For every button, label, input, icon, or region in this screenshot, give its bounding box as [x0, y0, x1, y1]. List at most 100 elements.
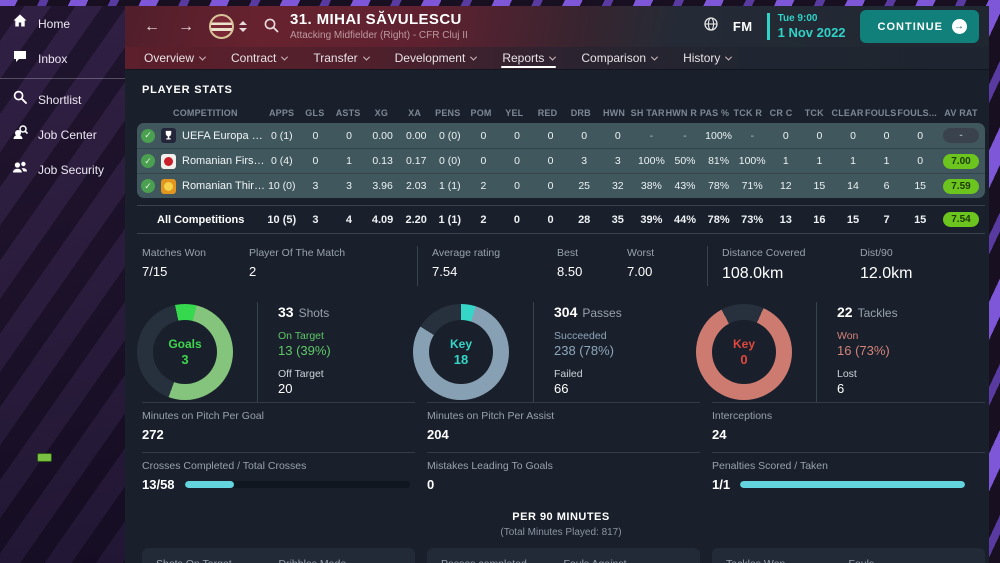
stat-cell: 12 — [779, 180, 792, 192]
stat-cell: 1 — [850, 155, 856, 167]
stat-cell: 32 — [611, 180, 624, 192]
per90-stat: Passes completed26.22 — [441, 557, 564, 563]
stat-cell: 10 (0) — [268, 180, 296, 192]
sidebar-item-shortlist[interactable]: Shortlist — [0, 82, 125, 117]
stat-cell: 15 — [914, 213, 927, 226]
stat-cell: 3 — [312, 213, 319, 226]
table-row[interactable]: ✓ UEFA Europa League 0 (1) 0 0 0.00 0.00 0 (0) 0… — [137, 123, 985, 148]
donut-chart: Key 0 — [696, 303, 792, 400]
donut-stat1-value: 16 (73%) — [837, 342, 890, 358]
competition-cell: ✓ Romanian First League — [137, 153, 265, 169]
donut-stats: 33 Shots On Target 13 (39%) Off Target 20 — [257, 301, 331, 402]
search-icon[interactable] — [263, 17, 280, 37]
stat-cell: 0 — [514, 129, 520, 142]
stat-cell: 0 — [581, 129, 588, 142]
summary-stat-label: Player Of The Match — [249, 247, 346, 259]
stat-cell: 28 — [578, 213, 591, 226]
tab-reports[interactable]: Reports — [489, 47, 568, 69]
sidebar-item-job-security[interactable]: Job Security — [0, 152, 125, 187]
inbox-icon — [12, 48, 28, 69]
bar-stat: Penalties Scored / Taken 1/1 — [712, 452, 985, 502]
bar-stat-label: Mistakes Leading To Goals — [427, 460, 553, 472]
column-header: HWN R — [665, 108, 698, 118]
stat-cell: 78% — [708, 180, 730, 192]
stat-cell: 81% — [708, 155, 730, 167]
tab-overview[interactable]: Overview — [131, 47, 218, 69]
donut-total: 33 Shots — [278, 303, 330, 320]
per90-stat-label: Tackles Won — [726, 557, 849, 563]
back-button[interactable]: ← — [135, 18, 169, 36]
column-header: HWN — [602, 108, 626, 118]
column-header: POM — [470, 108, 492, 118]
table-row[interactable]: ✓ Romanian Third Leag...10 (0) 3 3 3.96 2.03 1… — [137, 173, 985, 198]
table-row[interactable]: ✓ Romanian First League 0 (4) 0 1 0.13 0.17 0 (… — [137, 148, 985, 173]
tab-label: Reports — [502, 51, 545, 65]
donut-center: Key 0 — [712, 319, 776, 384]
donut-stat2-value: 20 — [278, 380, 293, 396]
stat-cell: 4.09 — [371, 213, 394, 226]
continue-button[interactable]: CONTINUE → — [859, 10, 979, 43]
tab-development[interactable]: Development — [382, 47, 490, 69]
donut-panel: Key 18 304 Passes Succeeded 238 (78%) Failed 66 — [413, 301, 696, 402]
rating-cell: 7.59 — [937, 178, 985, 194]
stat-cell: 0 — [514, 155, 520, 167]
stat-cell: 0 (0) — [438, 129, 461, 142]
stat-cell: 1 — [346, 155, 352, 167]
summary-stat-value: 7.00 — [627, 263, 653, 279]
bar-stat-value: 1/1 — [712, 476, 731, 492]
stat-cell: 0 (1) — [271, 129, 293, 142]
column-header: GLS — [305, 108, 325, 118]
stat-cell: 0.00 — [372, 129, 393, 142]
donut-stat2-value: 66 — [554, 380, 569, 396]
summary-stat: Distance Covered 108.0km — [707, 246, 860, 286]
summary-stat-value: 8.50 — [557, 263, 583, 279]
stat-cell: 14 — [847, 180, 859, 192]
donut-center-value: 0 — [740, 351, 748, 367]
donut-stat1-label: Succeeded — [554, 329, 607, 342]
stat-cell: 1 (1) — [438, 180, 461, 192]
check-circle-icon: ✓ — [141, 128, 155, 143]
sidebar-item-job-center[interactable]: Job Center — [0, 117, 125, 152]
tab-contract[interactable]: Contract — [218, 47, 300, 69]
competition-cell: ✓ Romanian Third Leag... — [137, 178, 265, 194]
per90-stat: Fouls Against1.65 — [564, 557, 687, 563]
all-competitions-row[interactable]: All Competitions 10 (5) 3 4 4.09 2.20 1 (1) 2 0 0… — [137, 205, 985, 234]
per90-stat-label: Shots On Target — [156, 557, 279, 563]
club-crest-icon — [209, 14, 234, 39]
column-header: FOULS — [865, 108, 897, 118]
donut-center: Goals 3 — [153, 319, 217, 384]
mid-stat: Minutes on Pitch Per Assist 204 — [427, 401, 700, 452]
home-icon — [12, 13, 28, 34]
column-header: RED — [537, 108, 558, 118]
stat-cell: 0 — [346, 129, 352, 142]
stat-cell: 0 (4) — [271, 155, 293, 167]
per90-stat-label: Fouls — [849, 557, 972, 563]
forward-button[interactable]: → — [169, 18, 203, 36]
stat-cell: 100% — [705, 129, 733, 142]
crest-updown-icon[interactable] — [239, 21, 247, 32]
stat-cell: 0 — [312, 129, 319, 142]
tab-label: Comparison — [581, 51, 647, 65]
tab-comparison[interactable]: Comparison — [568, 47, 670, 69]
stat-cell: 0.17 — [405, 155, 427, 167]
summary-stat-value: 7/15 — [142, 263, 168, 279]
mid-stat: Interceptions 24 — [712, 401, 985, 452]
summary-stat-value: 7.54 — [432, 263, 458, 279]
donut-center-label: Goals — [168, 336, 202, 351]
sidebar-item-home[interactable]: Home — [0, 6, 125, 41]
stat-cell: 0 — [782, 129, 789, 142]
club-crest-selector[interactable] — [209, 14, 247, 39]
job-security-icon — [12, 159, 28, 180]
tab-history[interactable]: History — [670, 47, 744, 69]
sidebar-item-inbox[interactable]: Inbox — [0, 41, 125, 76]
sidebar-item-label: Job Center — [38, 127, 97, 142]
stat-cell: 0 — [850, 129, 856, 142]
mid-stat-label: Minutes on Pitch Per Goal — [142, 409, 264, 422]
column-header: APPS — [268, 108, 295, 118]
stat-cell: 0.00 — [405, 129, 427, 142]
tab-transfer[interactable]: Transfer — [300, 47, 381, 69]
progress-bar-fill — [740, 481, 966, 488]
summary-stat-label: Worst — [627, 247, 655, 259]
table-body: ✓ UEFA Europa League 0 (1) 0 0 0.00 0.00 0 (0) 0… — [137, 123, 985, 198]
summary-stat-label: Dist/90 — [860, 247, 893, 259]
